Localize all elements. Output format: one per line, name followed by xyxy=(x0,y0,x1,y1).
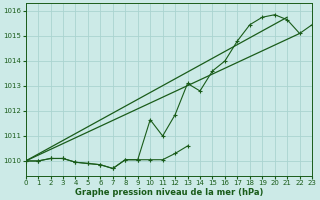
X-axis label: Graphe pression niveau de la mer (hPa): Graphe pression niveau de la mer (hPa) xyxy=(75,188,263,197)
